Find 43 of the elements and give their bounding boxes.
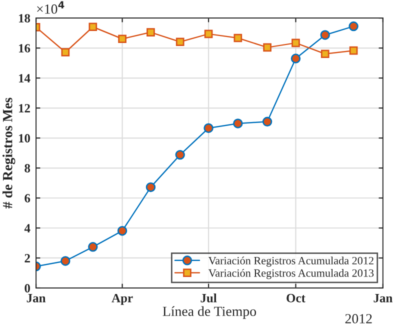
point: [175, 150, 185, 160]
x-tick-label: Jan: [374, 294, 392, 302]
point: [60, 256, 70, 266]
legend-label: Variación Registros Acumulada 2012: [208, 256, 374, 267]
point: [117, 226, 128, 236]
x-tick-label: Oct: [286, 294, 306, 302]
point: [290, 54, 301, 64]
x-tick-label: Apr: [112, 294, 133, 305]
point: [146, 28, 155, 36]
point: [320, 50, 330, 58]
y-tick-label: 14: [18, 74, 30, 82]
y-tick-label: 10: [18, 134, 30, 142]
point: [233, 118, 243, 128]
point: [176, 38, 184, 46]
point: [146, 182, 156, 192]
point: [204, 30, 213, 38]
x-axis-title: Línea de Tiempo: [162, 306, 256, 319]
legend-label: Variación Registros Acumulada 2013: [208, 268, 374, 280]
point: [118, 34, 126, 44]
y-tick-label: 6: [24, 194, 30, 202]
point: [349, 46, 358, 55]
point: [292, 38, 300, 48]
y-tick-label: 8: [24, 164, 30, 172]
x-tick-label: Jan: [26, 294, 46, 302]
point: [61, 48, 70, 56]
x-tick-label: Jul: [200, 294, 217, 302]
y-axis-title: # de Registros Mes: [2, 98, 16, 208]
y-tick-label: 2: [24, 254, 30, 262]
point: [88, 242, 98, 252]
point: [88, 22, 98, 32]
text: 2012: [345, 314, 372, 324]
point: [262, 116, 272, 127]
point: [234, 34, 242, 42]
point: [320, 30, 330, 40]
y-tick-label: 12: [18, 104, 30, 112]
y-tick-label: 4: [24, 224, 30, 232]
y-tick-label: 18: [18, 14, 30, 22]
point: [348, 21, 358, 32]
text: ×10$^{4}$: [37, 1, 64, 14]
point: [204, 123, 214, 133]
point: [263, 43, 272, 52]
y-tick-label: 0: [24, 284, 30, 292]
y-tick-label: 16: [18, 44, 30, 52]
